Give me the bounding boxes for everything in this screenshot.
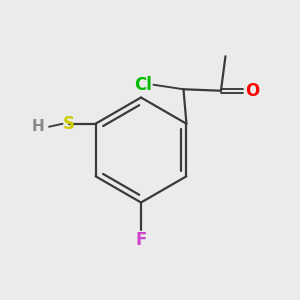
Text: S: S [62, 115, 74, 133]
Text: F: F [135, 231, 147, 249]
Text: O: O [245, 82, 259, 100]
Text: Cl: Cl [134, 76, 152, 94]
Text: H: H [32, 119, 44, 134]
